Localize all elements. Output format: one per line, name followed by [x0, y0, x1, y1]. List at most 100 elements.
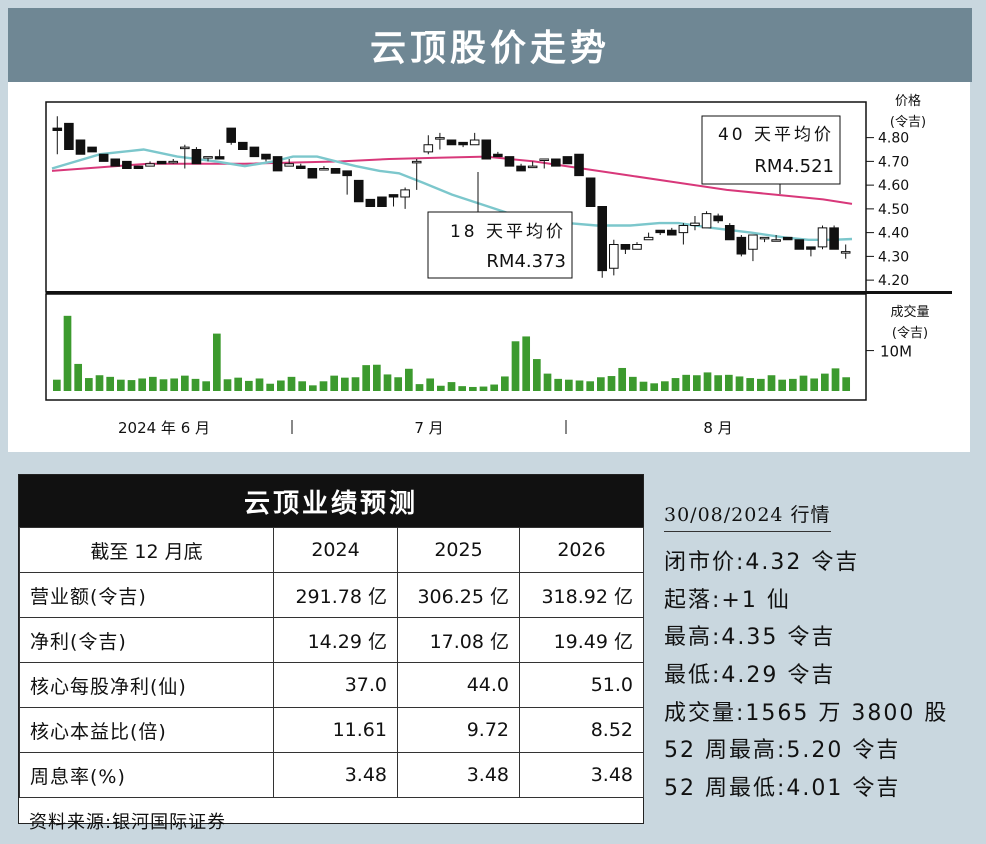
candle-down	[481, 139, 492, 160]
candle-down	[156, 160, 167, 165]
candle-down	[806, 246, 816, 250]
quote-52w-high: 52 周最高:5.20 令吉	[664, 738, 901, 764]
volume-bar	[767, 375, 776, 391]
volume-bar	[394, 377, 403, 391]
candle-down	[122, 160, 132, 169]
candle-down	[226, 127, 236, 143]
data-source-note: 资料来源:银河国际证券	[29, 812, 227, 833]
volume-bar	[181, 375, 189, 391]
candle-down	[493, 153, 503, 158]
price-tick-label: 4.60	[878, 178, 909, 194]
table-cell: 3.48	[519, 752, 644, 798]
volume-bar	[629, 376, 637, 391]
volume-bar	[597, 377, 605, 391]
candle-down	[829, 227, 839, 250]
candle-down	[353, 179, 364, 203]
volume-bar	[842, 377, 851, 391]
candle-down	[272, 156, 283, 172]
volume-bar	[607, 376, 616, 391]
candle-up	[400, 189, 410, 198]
volume-bar	[330, 375, 339, 391]
table-row: 核心本益比(倍) 11.61 9.72 8.52	[19, 707, 644, 753]
volume-bar	[693, 375, 701, 391]
candle-up	[203, 156, 213, 159]
volume-bar	[85, 378, 93, 391]
price-tick-label: 4.20	[878, 273, 909, 289]
candle-up	[284, 163, 294, 167]
candle-down	[504, 156, 515, 167]
header-year: 2025	[397, 527, 520, 573]
volume-tick-label: 10M	[880, 343, 912, 361]
table-row: 净利(令吉) 14.29 亿 17.08 亿 19.49 亿	[19, 617, 644, 663]
candle-up	[168, 160, 179, 164]
table-cell: 44.0	[397, 662, 520, 708]
ma18-label-title: 18 天平均价	[450, 222, 566, 242]
candle-down	[713, 215, 723, 222]
price-tick-label: 4.50	[878, 202, 909, 218]
candle-down	[458, 141, 468, 146]
table-cell: 8.52	[519, 707, 644, 753]
volume-bar	[533, 359, 541, 391]
table-cell: 318.92 亿	[519, 572, 644, 618]
forecast-header-row: 截至 12 月底 2024 2025 2026	[19, 527, 644, 573]
volume-bar	[639, 381, 648, 391]
row-label: 核心每股净利(仙)	[19, 662, 274, 708]
volume-bar	[554, 378, 563, 391]
price-tick-label: 4.40	[878, 226, 909, 242]
volume-bar	[405, 368, 413, 391]
price-axis-title: 价格	[895, 93, 921, 109]
header-year: 2026	[519, 527, 644, 573]
volume-bar	[383, 374, 392, 391]
volume-bar	[575, 380, 584, 391]
ma40-label-value: RM4.521	[754, 156, 834, 177]
volume-bar	[437, 385, 445, 391]
candle-down	[133, 165, 144, 169]
candle-down	[365, 198, 376, 207]
candle-down	[655, 229, 665, 234]
volume-bar	[298, 381, 307, 391]
volume-bar	[831, 368, 840, 391]
row-label: 营业额(令吉)	[19, 572, 274, 618]
volume-bar	[479, 386, 488, 391]
candle-down	[551, 158, 561, 167]
quote-low: 最低:4.29 令吉	[664, 663, 836, 689]
price-tick-label: 4.80	[878, 131, 909, 147]
volume-bar	[373, 364, 381, 391]
table-cell: 11.61	[273, 707, 398, 753]
volume-bar	[511, 341, 520, 391]
candle-up	[632, 244, 642, 250]
market-quote-panel: 30/08/2024 行情 闭市价:4.32 令吉 起落:+1 仙 最高:4.3…	[664, 500, 974, 808]
candle-down	[330, 168, 341, 174]
candle-down	[666, 229, 677, 236]
candle-down	[238, 141, 248, 150]
quote-52w-low: 52 周最低:4.01 令吉	[664, 776, 901, 802]
price-axis-unit: (令吉)	[890, 115, 926, 130]
header-period: 截至 12 月底	[19, 527, 274, 573]
volume-bar	[458, 386, 467, 391]
volume-bar	[63, 315, 72, 391]
ma40-label-title: 40 天平均价	[718, 125, 834, 145]
forecast-title: 云顶业绩预测	[19, 475, 643, 527]
table-cell: 19.49 亿	[519, 617, 644, 663]
volume-bar	[341, 377, 349, 391]
quote-change: 起落:+1 仙	[664, 587, 791, 613]
volume-bar	[703, 372, 712, 391]
table-cell: 9.72	[397, 707, 520, 753]
candle-up	[435, 137, 445, 140]
volume-bar	[789, 378, 797, 391]
page-title: 云顶股价走势	[8, 8, 972, 82]
row-label: 周息率(%)	[19, 752, 274, 798]
volume-bar	[746, 378, 755, 391]
volume-bar	[810, 378, 819, 391]
candle-up	[180, 146, 190, 150]
table-cell: 3.48	[273, 752, 398, 798]
price-axis: 价格 (令吉) 4.80 4.70 4.60 4.50 4.40 4.30 4.20	[866, 93, 926, 289]
table-cell: 3.48	[397, 752, 520, 798]
table-cell: 51.0	[519, 662, 644, 708]
volume-bar	[309, 385, 317, 391]
candle-down	[562, 156, 573, 165]
candle-down	[574, 153, 584, 177]
table-row: 营业额(令吉) 291.78 亿 306.25 亿 318.92 亿	[19, 572, 644, 618]
volume-bar	[522, 336, 531, 391]
candle-up	[319, 168, 329, 171]
